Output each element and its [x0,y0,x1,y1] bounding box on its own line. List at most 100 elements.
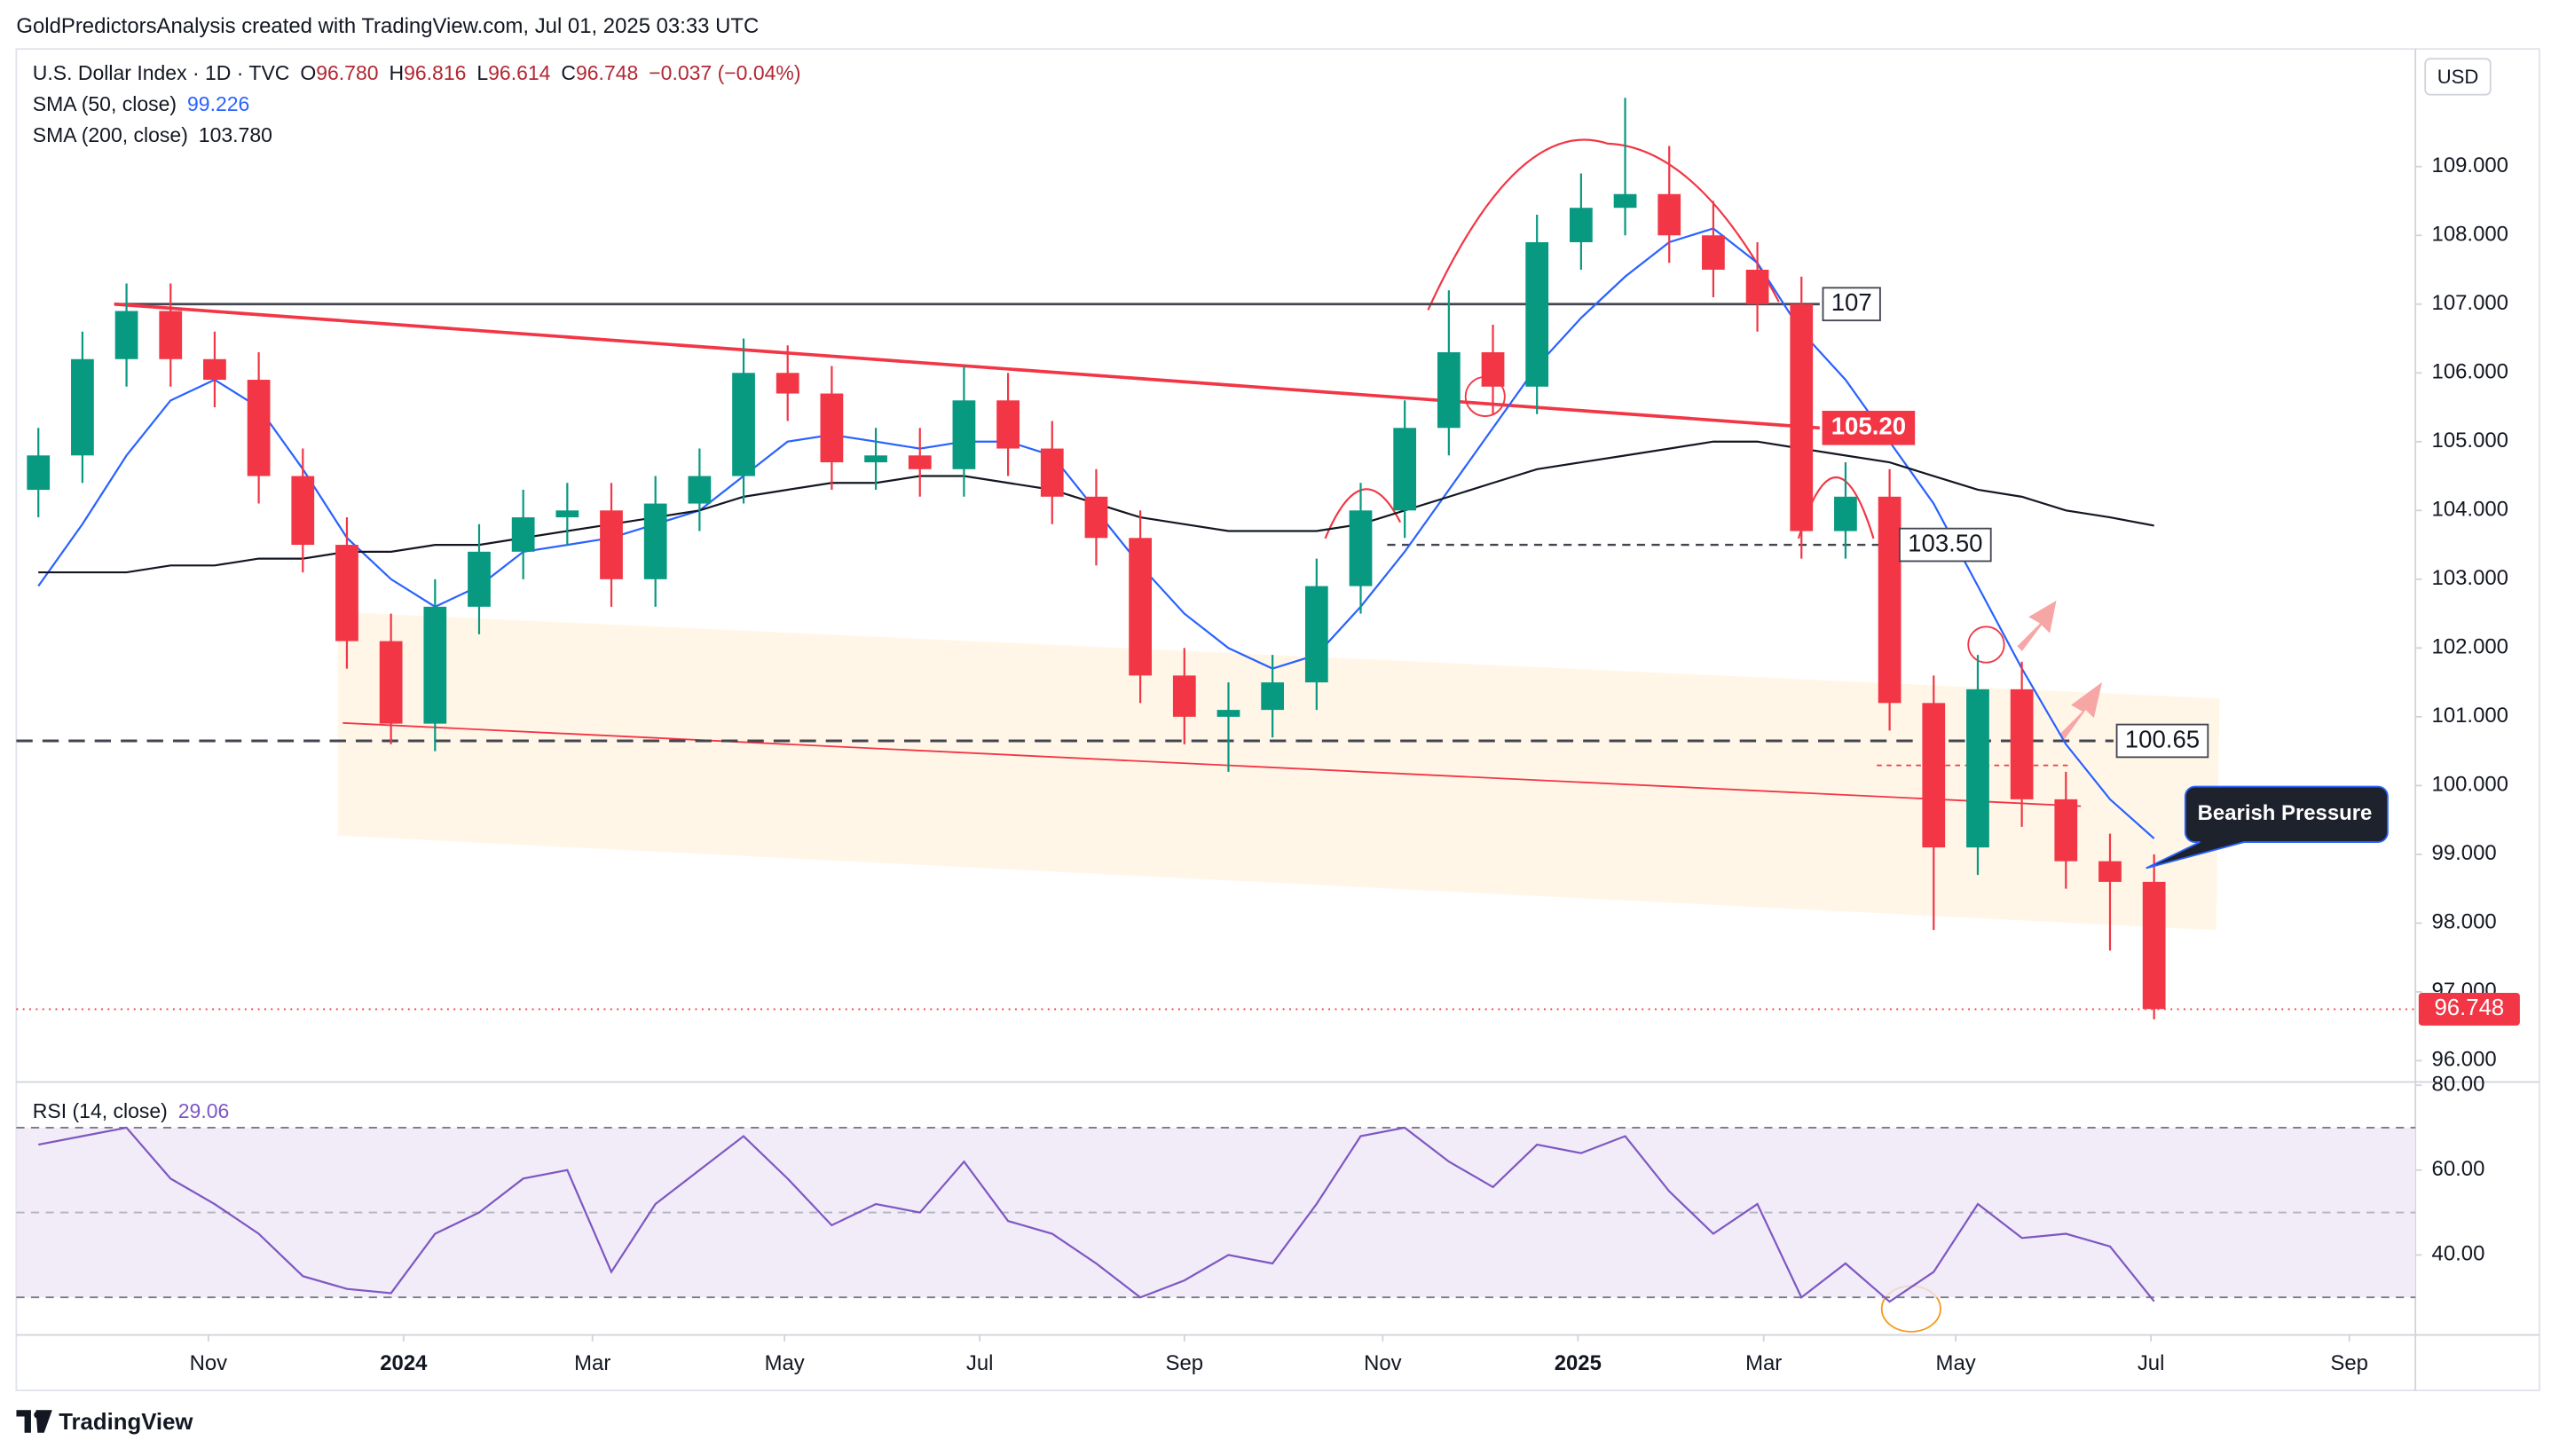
circle-marker [1967,626,2005,664]
candle-body [468,551,491,607]
candle-body [1657,193,1681,236]
x-tick-label: Mar [574,1351,610,1375]
channel [337,611,2220,931]
candle-body [1172,675,1196,717]
rsi-y-tick-label: 40.00 [2432,1242,2485,1266]
footer: TradingView [16,1408,193,1435]
indicator-name: RSI (14, close) [32,1099,168,1123]
candle-body [1040,448,1064,497]
rsi-y-tick-label: 60.00 [2432,1157,2485,1181]
last-price-label: 96.748 [2434,996,2504,1020]
ohlc-value: 96.614 [488,61,551,85]
legend-sma50: SMA (50, close) 99.226 [33,93,255,116]
x-tick-label: Sep [2330,1351,2368,1375]
ohlc-value: 96.816 [404,61,467,85]
y-tick-label: 106.000 [2432,360,2508,384]
y-tick-label: 103.000 [2432,566,2508,590]
candle-body [864,455,887,463]
y-tick-label: 108.000 [2432,223,2508,247]
candle-body [732,373,755,476]
candle-body [335,545,358,641]
candle-body [114,311,138,359]
candle-body [1570,208,1593,242]
y-tick-label: 99.000 [2432,841,2497,865]
y-tick-label: 102.000 [2432,635,2508,659]
symbol: U.S. Dollar Index · 1D · TVC [32,61,290,85]
ohlc-label: H [389,61,405,85]
candle-body [600,510,623,579]
x-tick-label: Jul [966,1351,994,1375]
indicator-value: 29.06 [177,1099,230,1123]
level-label-box [1899,527,1992,563]
candle-body [1129,538,1152,676]
candle-body [247,380,271,476]
indicator-value: 103.780 [198,123,272,147]
level-tag: 100.65 [2115,723,2209,759]
candle-body [2054,799,2078,862]
candle-body [1217,710,1240,717]
y-tick-label: 96.000 [2432,1048,2497,1072]
ohlc-value: 96.748 [575,61,639,85]
y-tick-label: 109.000 [2432,153,2508,177]
rsi-y-tick-label: 80.00 [2432,1072,2485,1096]
level-label-box [1822,287,1881,322]
x-tick-label: Mar [1745,1351,1782,1375]
x-tick-label: Jul [2138,1351,2165,1375]
arc [1324,488,1402,539]
level-tag: 103.50 [1899,527,1992,563]
level-label: 100.65 [2125,725,2200,752]
level-label: 103.50 [1908,529,1982,556]
candle-body [1084,496,1108,539]
candle-body [776,373,799,394]
logo [16,1410,52,1433]
ohlc-label: O [300,61,317,85]
candle-body [688,476,712,504]
candle-body [1966,689,1989,848]
change: −0.037 (−0.04%) [649,61,801,85]
frame [15,48,2540,1392]
candle-body [643,503,667,579]
y-tick-label: 101.000 [2432,704,2508,728]
candle-body [1437,352,1461,429]
x-tick-label: Sep [1166,1351,1204,1375]
x-tick-label: May [1936,1351,1976,1375]
currency: USD [2437,66,2479,88]
brand: TradingView [59,1408,193,1435]
candle-body [27,455,51,491]
candle-body [159,311,183,359]
indicator-name: SMA (50, close) [32,92,177,116]
legend-main: U.S. Dollar Index · 1D · TVC O96.780 H96… [33,62,806,85]
ohlc-label: L [476,61,489,85]
candle-body [2098,861,2122,882]
candle-body [2010,689,2034,799]
level-tag: 105.20 [1822,410,1916,445]
candle-body [555,510,579,518]
level-label: 105.20 [1831,413,1906,440]
y-tick-label: 100.000 [2432,773,2508,797]
legend-rsi: RSI (14, close) 29.06 [33,1100,234,1123]
candle-body [1261,682,1285,711]
rsi-line [38,1126,2155,1303]
x-tick-label: Nov [1364,1351,1402,1375]
legend-sma200: SMA (200, close) 103.780 [33,124,278,147]
candle-body [291,476,315,546]
arrow [2059,681,2103,740]
channel-line [343,721,2082,807]
candle-body [1922,703,1946,848]
ohlc-label: C [561,61,576,85]
x-tick-label: 2025 [1555,1351,1602,1375]
candle-body [1525,241,1549,387]
level-label-box [2115,723,2209,759]
y-tick-label: 98.000 [2432,910,2497,934]
candle-body [908,455,932,469]
x-tick-label: May [765,1351,805,1375]
candle-body [820,393,844,463]
candle-body [996,400,1020,449]
arrow [2017,600,2057,651]
y-tick-label: 105.000 [2432,429,2508,453]
author-line: GoldPredictorsAnalysis created with Trad… [16,12,760,38]
candle-body [1613,193,1637,209]
candle-body [2142,881,2166,1010]
